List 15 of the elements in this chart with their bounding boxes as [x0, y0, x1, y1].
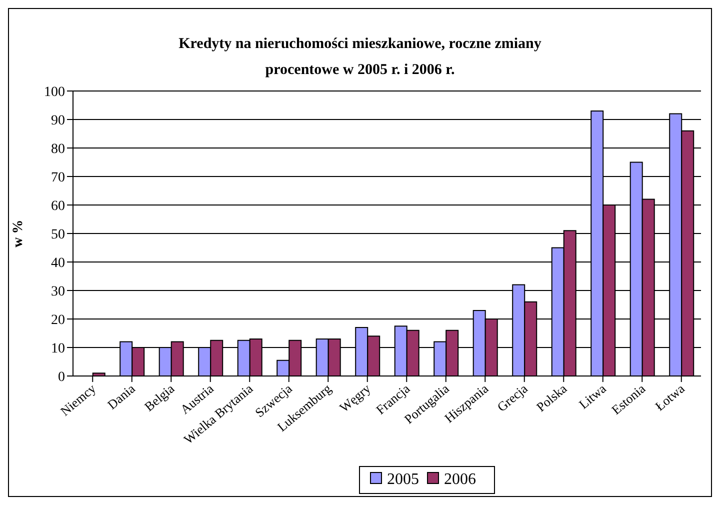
- y-axis-title: w %: [10, 220, 26, 248]
- y-tick-label: 0: [58, 370, 65, 385]
- y-tick-label: 60: [51, 198, 65, 214]
- y-tick-label: 40: [51, 256, 65, 271]
- y-tick-label: 30: [51, 284, 65, 300]
- y-tick-label: 90: [51, 113, 65, 128]
- y-tick-label: 50: [51, 227, 65, 242]
- legend-label: 2005: [386, 471, 419, 488]
- legend-label: 2006: [443, 471, 476, 488]
- y-tick-label: 20: [51, 312, 65, 328]
- y-tick-label: 100: [44, 84, 65, 100]
- chart-title: Kredyty na nieruchomości mieszkaniowe, roczne zmiany procentowe w 2005 r. i 2006 r.: [178, 35, 542, 80]
- y-tick-label: 80: [51, 142, 65, 157]
- y-tick-label: 10: [51, 341, 65, 356]
- y-tick-label: 70: [51, 170, 65, 186]
